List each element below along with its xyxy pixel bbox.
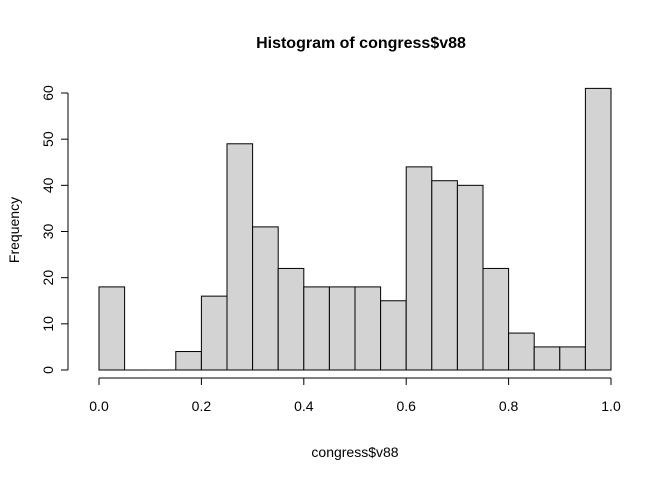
x-axis: 0.0 0.2 0.4 0.6 0.8 1.0 [89,377,621,414]
y-tick-label: 20 [40,270,56,286]
histogram-bar [98,286,126,371]
histogram-bar [328,286,356,371]
histogram-bar [559,346,586,371]
y-tick-label: 50 [40,131,56,147]
x-tick-label: 0.6 [396,398,416,414]
histogram-bar [354,286,382,371]
histogram-bar [508,332,535,371]
histogram-bar [431,180,458,371]
histogram-bar [175,351,202,371]
y-axis-label: Frequency [6,197,22,263]
y-tick-label: 40 [40,177,56,193]
y-axis: 0 10 20 30 40 50 60 [40,85,69,374]
histogram-bar [456,184,484,371]
histogram-bar [405,166,433,371]
bars-group [98,87,612,371]
histogram-bar [533,346,561,371]
histogram-bar [200,295,228,371]
y-tick-label: 10 [40,316,56,332]
chart-title: Histogram of congress$v88 [256,35,466,52]
x-axis-label: congress$v88 [311,444,398,460]
histogram-bar [584,87,612,371]
x-tick-label: 0.0 [89,398,109,414]
histogram-bar [380,300,407,371]
y-tick-label: 60 [40,85,56,101]
histogram-bar [303,286,330,371]
histogram-bar [252,226,279,371]
x-tick-label: 0.2 [192,398,212,414]
x-tick-label: 0.8 [499,398,519,414]
x-tick-label: 1.0 [601,398,621,414]
x-tick-label: 0.4 [294,398,314,414]
y-tick-label: 30 [40,224,56,240]
histogram-bar [226,143,254,371]
histogram-bar [482,267,510,371]
histogram-bar [277,267,305,371]
y-tick-label: 0 [40,366,56,374]
